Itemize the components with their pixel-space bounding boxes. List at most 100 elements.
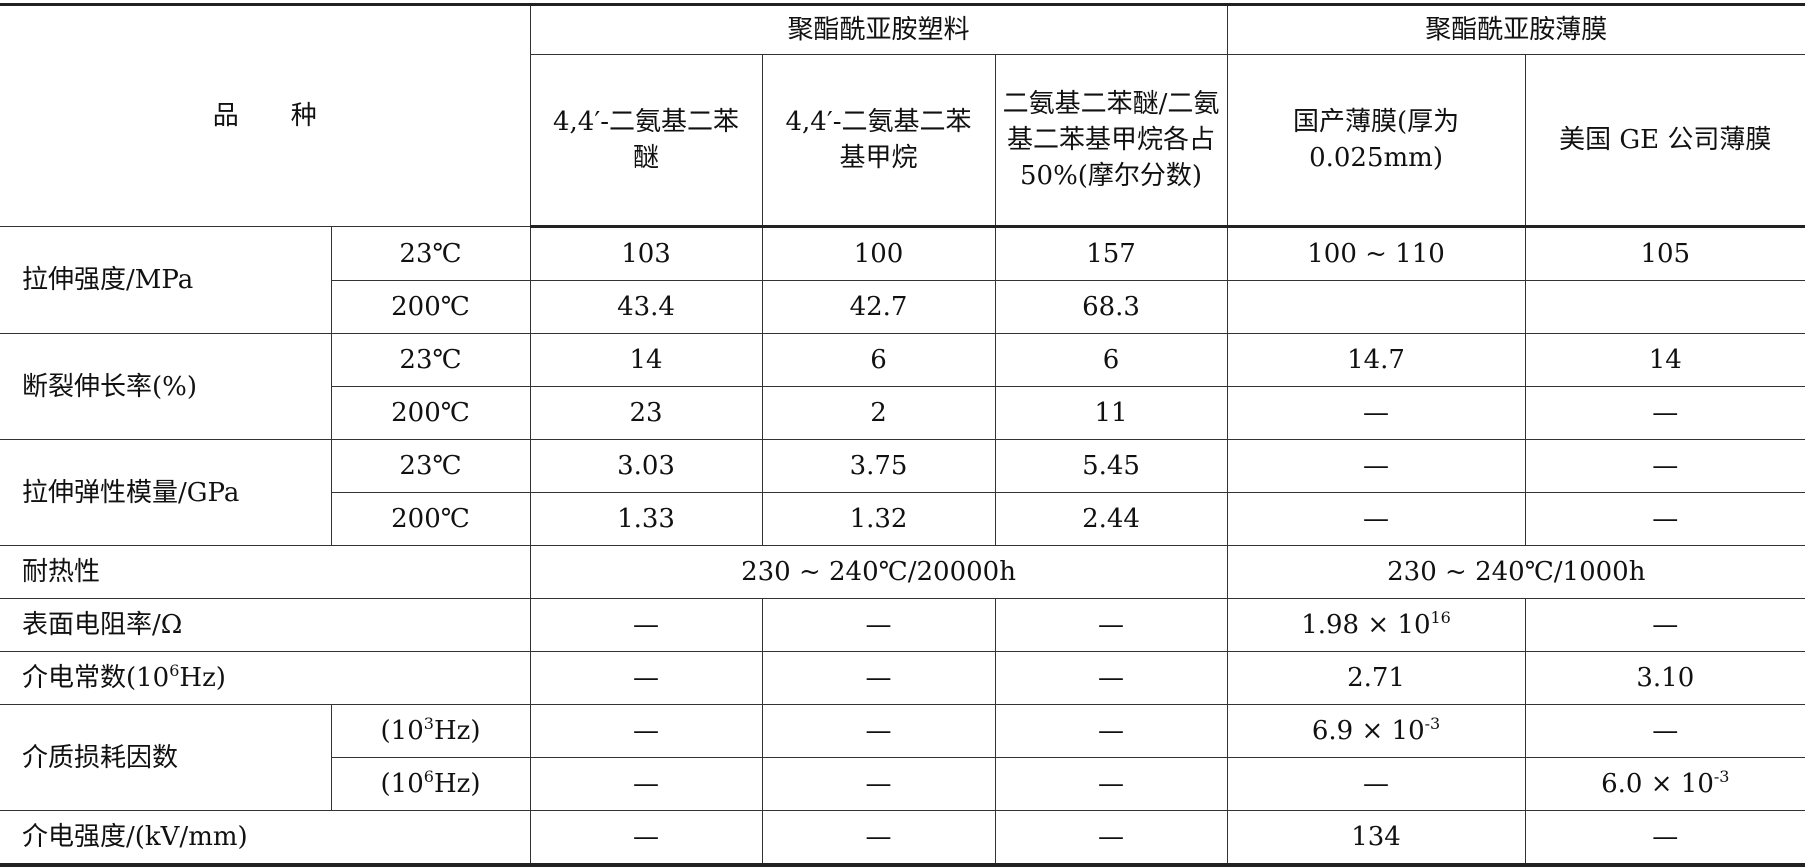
freq-label: (103Hz)	[330, 704, 531, 758]
cell: —	[1524, 492, 1805, 546]
cell-value: 1.98 × 10	[1301, 610, 1431, 640]
row-label: 拉伸强度/MPa	[0, 226, 332, 334]
cell-value: 6.9 × 10	[1311, 716, 1425, 746]
cell: 134	[1226, 810, 1526, 866]
cell: —	[1524, 810, 1805, 866]
cell	[1524, 280, 1805, 334]
cell: —	[1524, 598, 1805, 652]
cell: —	[994, 598, 1228, 652]
cell: 1.32	[761, 492, 996, 546]
cell: 230 ~ 240℃/20000h	[529, 545, 1228, 599]
cell: —	[529, 651, 763, 705]
cell: —	[994, 704, 1228, 758]
table-row: 200℃ 1.33 1.32 2.44— —	[0, 492, 1805, 546]
label-text: Hz)	[433, 716, 481, 746]
cell: 105	[1524, 226, 1805, 281]
cell: 3.03	[529, 439, 763, 493]
table-row: 耐热性 230 ~ 240℃/20000h 230 ~ 240℃/1000h	[0, 545, 1805, 599]
row-label: 介电常数(106Hz)	[0, 651, 531, 705]
exponent: -3	[1713, 767, 1730, 786]
cell: —	[529, 757, 763, 811]
label-text: (10	[380, 716, 424, 746]
cell: 6.9 × 10-3	[1226, 704, 1526, 758]
temp-label: 200℃	[331, 492, 531, 546]
cell-value: 6.0 × 10	[1601, 769, 1714, 799]
table-row: 介质损耗因数 (103Hz) — — — 6.9 × 10-3 —	[0, 704, 1805, 811]
cell: 2.71	[1226, 651, 1526, 705]
cell	[1226, 280, 1526, 334]
freq-label: (106Hz)	[331, 757, 531, 811]
table-row: 200℃ 43.4 42.7 68.3	[0, 280, 1805, 334]
label-text: 介电常数(10	[22, 663, 170, 693]
cell: 100 ~ 110	[1226, 226, 1526, 281]
table-row: 介电常数(106Hz) — — —2.71 3.10	[0, 651, 1805, 705]
properties-table: 品 种 聚酯酰亚胺塑料 聚酯酰亚胺薄膜 4,4′-二氨基二苯醚 4,4′-二氨基…	[0, 3, 1805, 867]
exponent: 6	[169, 661, 180, 680]
group-film-header: 聚酯酰亚胺薄膜	[1226, 4, 1805, 55]
cell: —	[994, 651, 1228, 705]
cell: —	[761, 810, 996, 866]
temp-label: 23℃	[330, 226, 531, 281]
table-row: 介电强度/(kV/mm) — — —134—	[0, 810, 1805, 866]
row-label: 表面电阻率/Ω	[0, 598, 531, 652]
label-text: (10	[380, 769, 424, 799]
cell: 14	[529, 333, 763, 387]
exponent: 6	[423, 767, 434, 786]
cell: 103	[529, 226, 763, 281]
col-header: 4,4′-二氨基二苯基甲烷	[761, 54, 996, 228]
cell: 3.75	[761, 439, 996, 493]
table-row: 表面电阻率/Ω — — — 1.98 × 1016 —	[0, 598, 1805, 652]
cell: 43.4	[529, 280, 763, 334]
cell: 6	[761, 333, 996, 387]
col-header: 国产薄膜(厚为0.025mm)	[1226, 54, 1526, 228]
cell: —	[761, 651, 996, 705]
cell: 157	[994, 226, 1228, 281]
row-label: 介质损耗因数	[0, 704, 332, 811]
cell: —	[994, 810, 1228, 866]
temp-label: 200℃	[331, 280, 531, 334]
cell: —	[1226, 386, 1526, 440]
exponent: 16	[1430, 608, 1451, 627]
cell: —	[761, 598, 996, 652]
variety-header: 品 种	[0, 4, 531, 227]
cell: 230 ~ 240℃/1000h	[1226, 545, 1805, 599]
cell: 1.33	[529, 492, 763, 546]
row-label: 拉伸弹性模量/GPa	[0, 439, 332, 546]
label-text: Hz)	[179, 663, 226, 693]
table-row: (106Hz) — — — — 6.0 × 10-3	[0, 757, 1805, 811]
row-label: 介电强度/(kV/mm)	[0, 810, 531, 866]
cell: —	[761, 757, 996, 811]
cell: 3.10	[1524, 651, 1805, 705]
cell: 1.98 × 1016	[1226, 598, 1526, 652]
temp-label: 23℃	[330, 439, 531, 493]
label-text: Hz)	[433, 769, 481, 799]
cell: —	[529, 810, 763, 866]
cell: 14	[1524, 333, 1805, 387]
cell: 14.7	[1226, 333, 1526, 387]
cell: —	[994, 757, 1228, 811]
cell: 42.7	[761, 280, 996, 334]
cell: 100	[761, 226, 996, 281]
cell: —	[1524, 386, 1805, 440]
cell: —	[1524, 704, 1805, 758]
row-label: 断裂伸长率(%)	[0, 333, 332, 440]
group-plastic-header: 聚酯酰亚胺塑料	[529, 4, 1228, 55]
cell: —	[1226, 757, 1526, 811]
cell: 5.45	[994, 439, 1228, 493]
cell: 2	[761, 386, 996, 440]
temp-label: 200℃	[331, 386, 531, 440]
row-label: 耐热性	[0, 545, 531, 599]
cell: —	[1226, 492, 1526, 546]
table-row: 断裂伸长率(%) 23℃ 14 6 6 14.7 14	[0, 333, 1805, 440]
cell: 6.0 × 10-3	[1524, 757, 1805, 811]
cell: —	[529, 704, 763, 758]
cell: —	[529, 598, 763, 652]
table-row: 拉伸弹性模量/GPa 23℃ 3.03 3.75 5.45— —	[0, 439, 1805, 546]
cell: 11	[994, 386, 1228, 440]
cell: 23	[529, 386, 763, 440]
col-header: 4,4′-二氨基二苯醚	[530, 54, 763, 228]
cell: 6	[994, 333, 1228, 387]
table-row: 200℃ 23 2 11— —	[0, 386, 1805, 440]
table-row: 拉伸强度/MPa 23℃ 103 100 157 100 ~ 110 105	[0, 226, 1805, 334]
col-header: 二氨基二苯醚/二氨基二苯基甲烷各占50%(摩尔分数)	[994, 54, 1228, 228]
